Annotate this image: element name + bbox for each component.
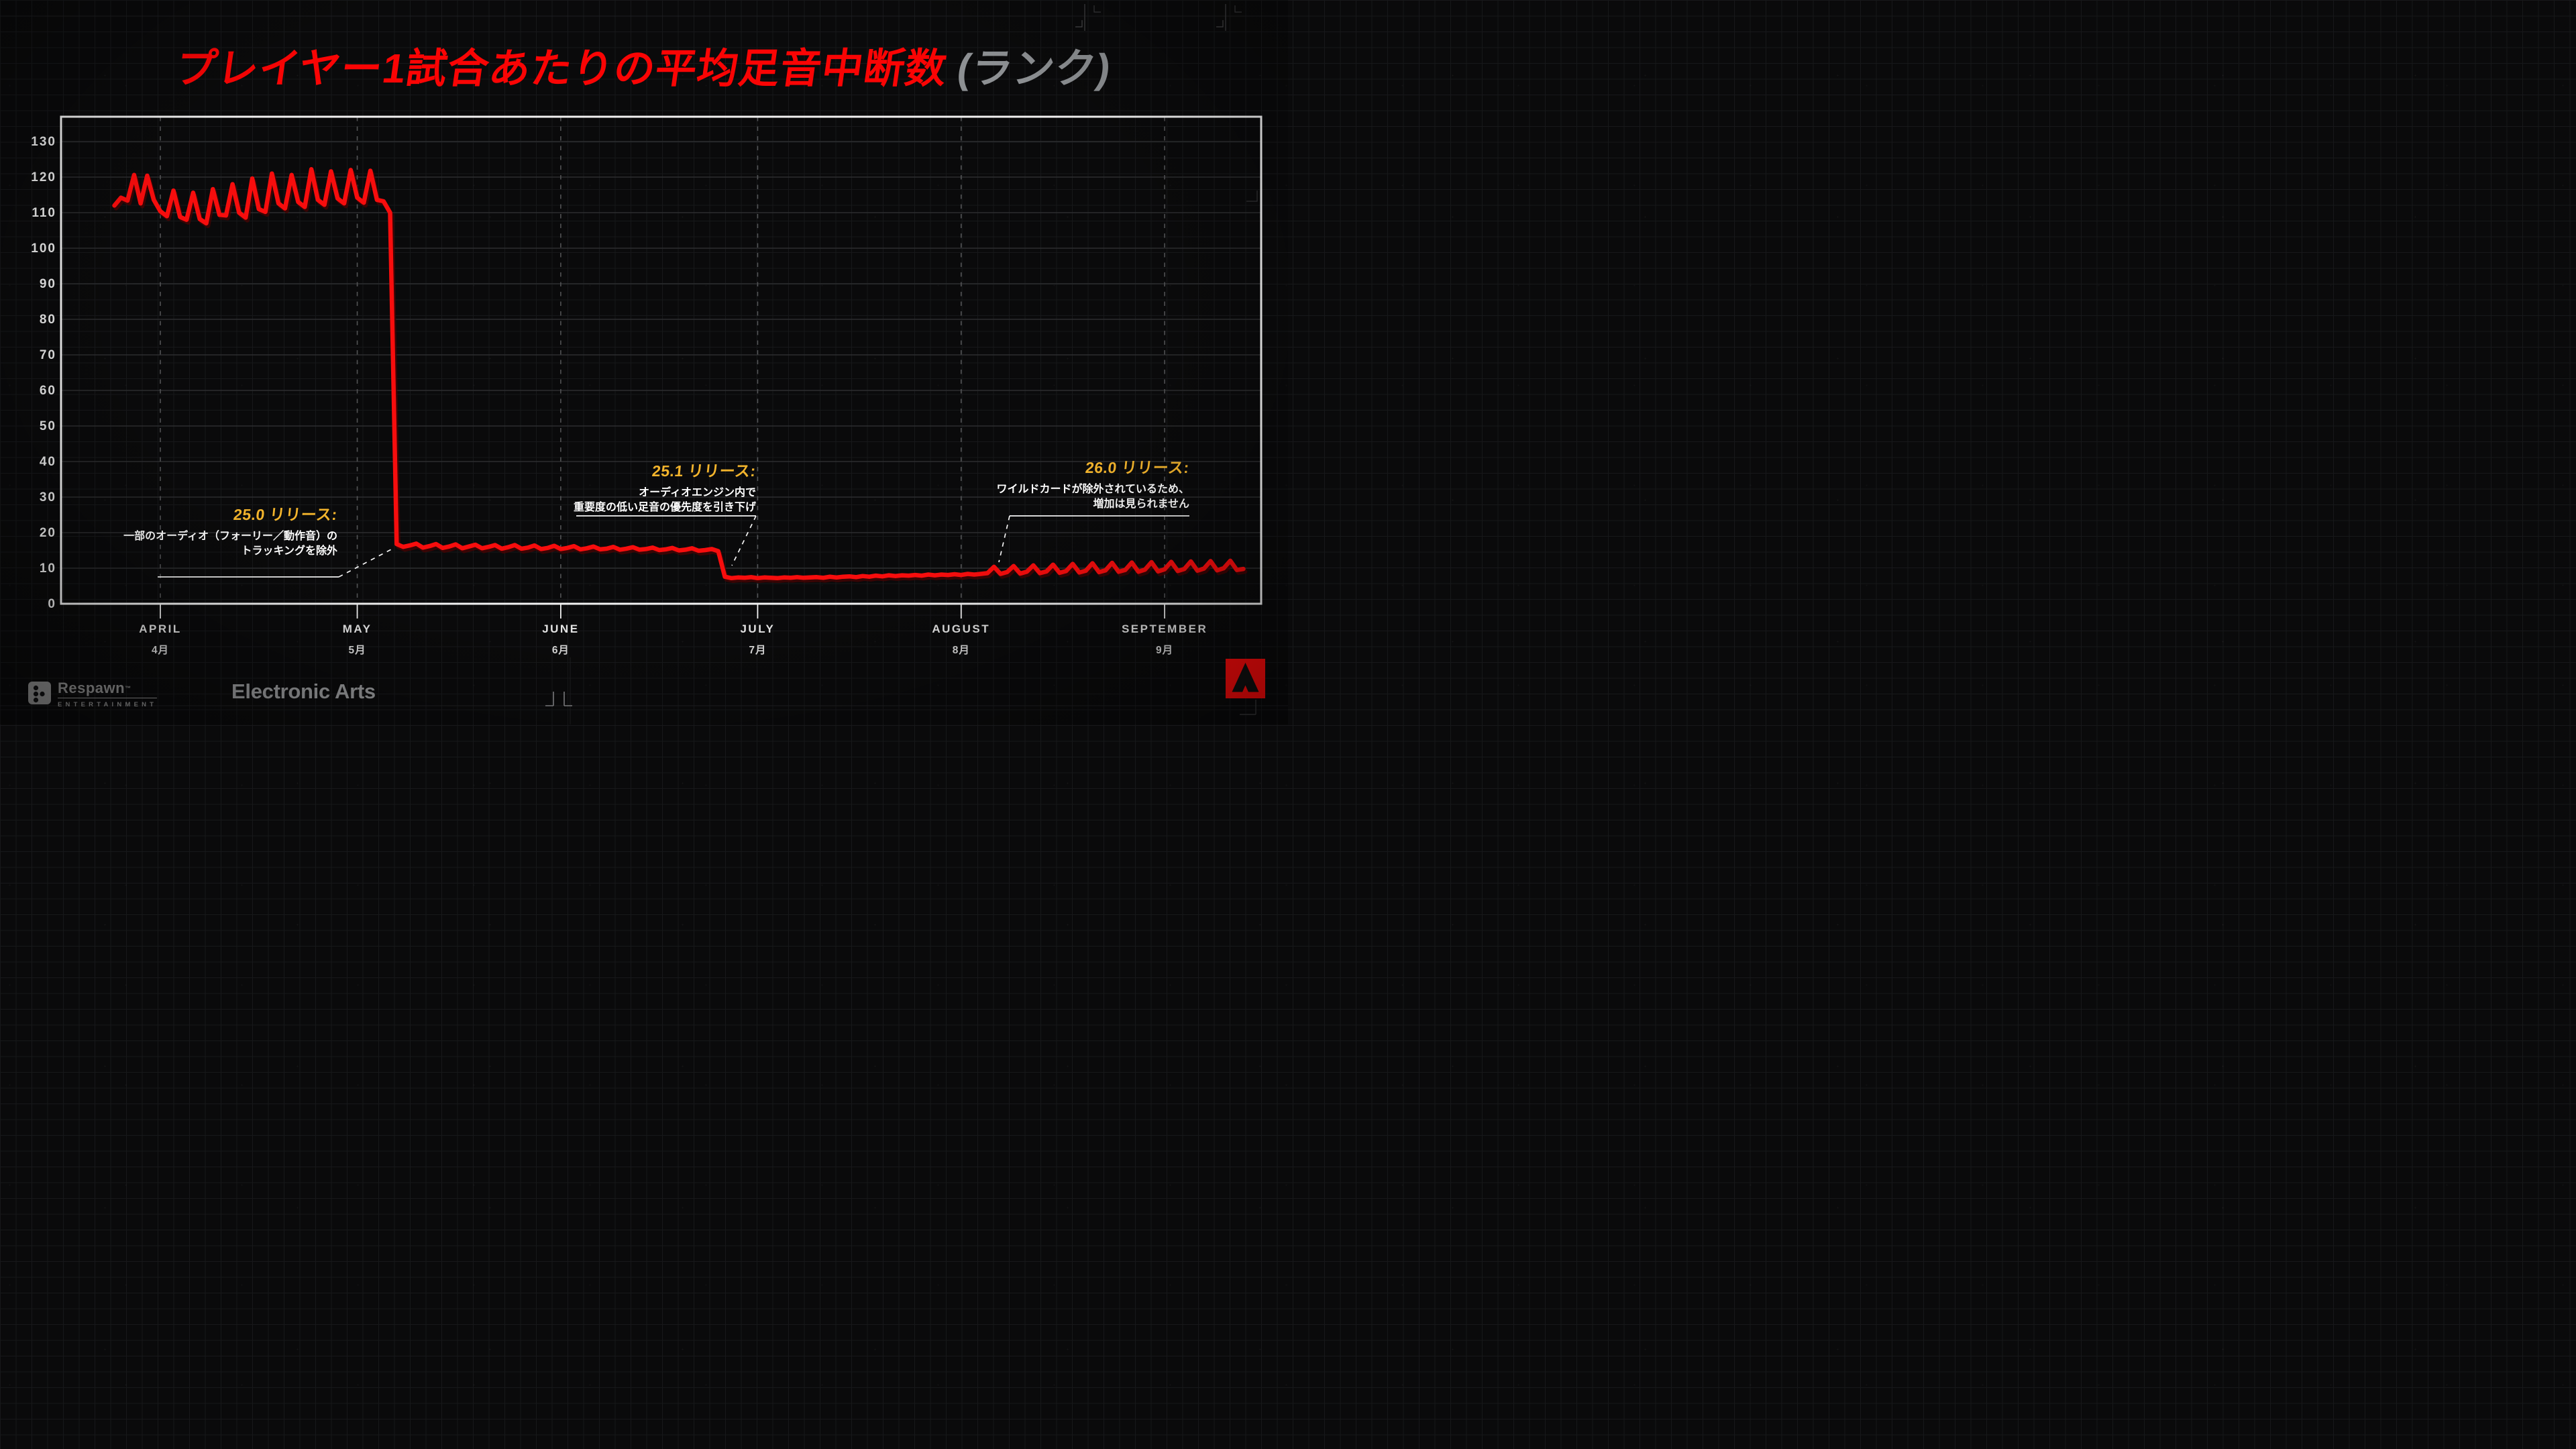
apex-legends-logo <box>1226 659 1265 698</box>
x-axis-label-july: JULY 7月 <box>697 623 818 657</box>
y-axis-label-110: 110 <box>32 205 56 220</box>
month-label-ja: 6月 <box>551 645 570 656</box>
x-axis-label-may: MAY 5月 <box>297 623 418 657</box>
y-axis-label-70: 70 <box>39 347 56 362</box>
respawn-wordmark: Respawn <box>58 680 125 696</box>
y-axis-label-50: 50 <box>39 419 56 433</box>
y-axis-label-20: 20 <box>39 525 56 540</box>
x-axis-label-august: AUGUST 8月 <box>901 623 1022 657</box>
x-axis-label-june: JUNE 6月 <box>500 623 621 657</box>
respawn-entertainment-label: ENTERTAINMENT <box>58 701 158 708</box>
y-axis-label-10: 10 <box>39 561 56 576</box>
month-label-en: MAY <box>342 623 372 635</box>
annotation-25-1-line1: オーディオエンジン内で <box>639 487 756 498</box>
y-axis-label-0: 0 <box>48 596 56 611</box>
annotation-25-1-title: 25.1 リリース: <box>651 462 757 480</box>
annotation-26-0-line1: ワイルドカードが除外されているため、 <box>996 484 1189 495</box>
page-title-ranked-suffix: (ランク) <box>954 46 1114 91</box>
respawn-dice-icon <box>28 682 51 704</box>
annotation-25-1-line2: 重要度の低い足音の優先度を引き下げ <box>573 501 756 513</box>
x-axis-label-april: APRIL 4月 <box>100 623 221 657</box>
month-label-en: AUGUST <box>932 623 991 635</box>
y-axis-label-100: 100 <box>31 241 56 256</box>
annotation-25-0-line2: トラッキングを除外 <box>241 545 337 557</box>
month-label-en: JUNE <box>542 623 580 635</box>
y-axis-label-90: 90 <box>39 276 56 291</box>
respawn-logo-text: Respawn™ ENTERTAINMENT <box>58 680 158 708</box>
month-label-ja: 7月 <box>749 645 767 656</box>
trademark-symbol: ™ <box>125 685 131 692</box>
annotation-release-25-0: 25.0 リリース: 一部のオーディオ（フォーリー／動作音）の トラッキングを除… <box>0 502 339 558</box>
annotation-25-0-line1: 一部のオーディオ（フォーリー／動作音）の <box>123 531 337 542</box>
x-axis-label-september: SEPTEMBER 9月 <box>1104 623 1225 657</box>
annotation-25-0-title: 25.0 リリース: <box>232 506 339 523</box>
chart-canvas <box>0 4 1288 724</box>
month-label-en: APRIL <box>139 623 182 635</box>
y-axis-label-120: 120 <box>31 170 56 184</box>
month-label-ja: 9月 <box>1156 645 1174 656</box>
respawn-logo: Respawn™ ENTERTAINMENT <box>28 680 158 708</box>
footer: Respawn™ ENTERTAINMENT Electronic Arts <box>0 659 1288 724</box>
annotation-release-26-0: 26.0 リリース: ワイルドカードが除外されているため、 増加は見られません <box>773 455 1191 511</box>
month-label-en: SEPTEMBER <box>1121 623 1208 635</box>
y-axis-label-40: 40 <box>39 454 56 469</box>
month-label-ja: 5月 <box>348 645 366 656</box>
y-axis-label-80: 80 <box>39 312 56 327</box>
page-title-main: プレイヤー1試合あたりの平均足音中断数 <box>172 46 951 91</box>
y-axis-label-130: 130 <box>31 134 56 149</box>
y-axis-label-30: 30 <box>39 490 56 504</box>
annotation-26-0-line2: 増加は見られません <box>1093 498 1189 510</box>
y-axis-label-60: 60 <box>39 383 56 398</box>
apex-a-mark-icon <box>1232 662 1259 692</box>
annotation-26-0-title: 26.0 リリース: <box>1084 459 1191 476</box>
electronic-arts-logo: Electronic Arts <box>231 680 376 703</box>
annotation-release-25-1: 25.1 リリース: オーディオエンジン内で 重要度の低い足音の優先度を引き下げ <box>340 458 757 515</box>
page-title: プレイヤー1試合あたりの平均足音中断数 (ランク) <box>0 35 1292 95</box>
month-label-en: JULY <box>740 623 775 635</box>
month-label-ja: 8月 <box>952 645 970 656</box>
month-label-ja: 4月 <box>151 645 170 656</box>
